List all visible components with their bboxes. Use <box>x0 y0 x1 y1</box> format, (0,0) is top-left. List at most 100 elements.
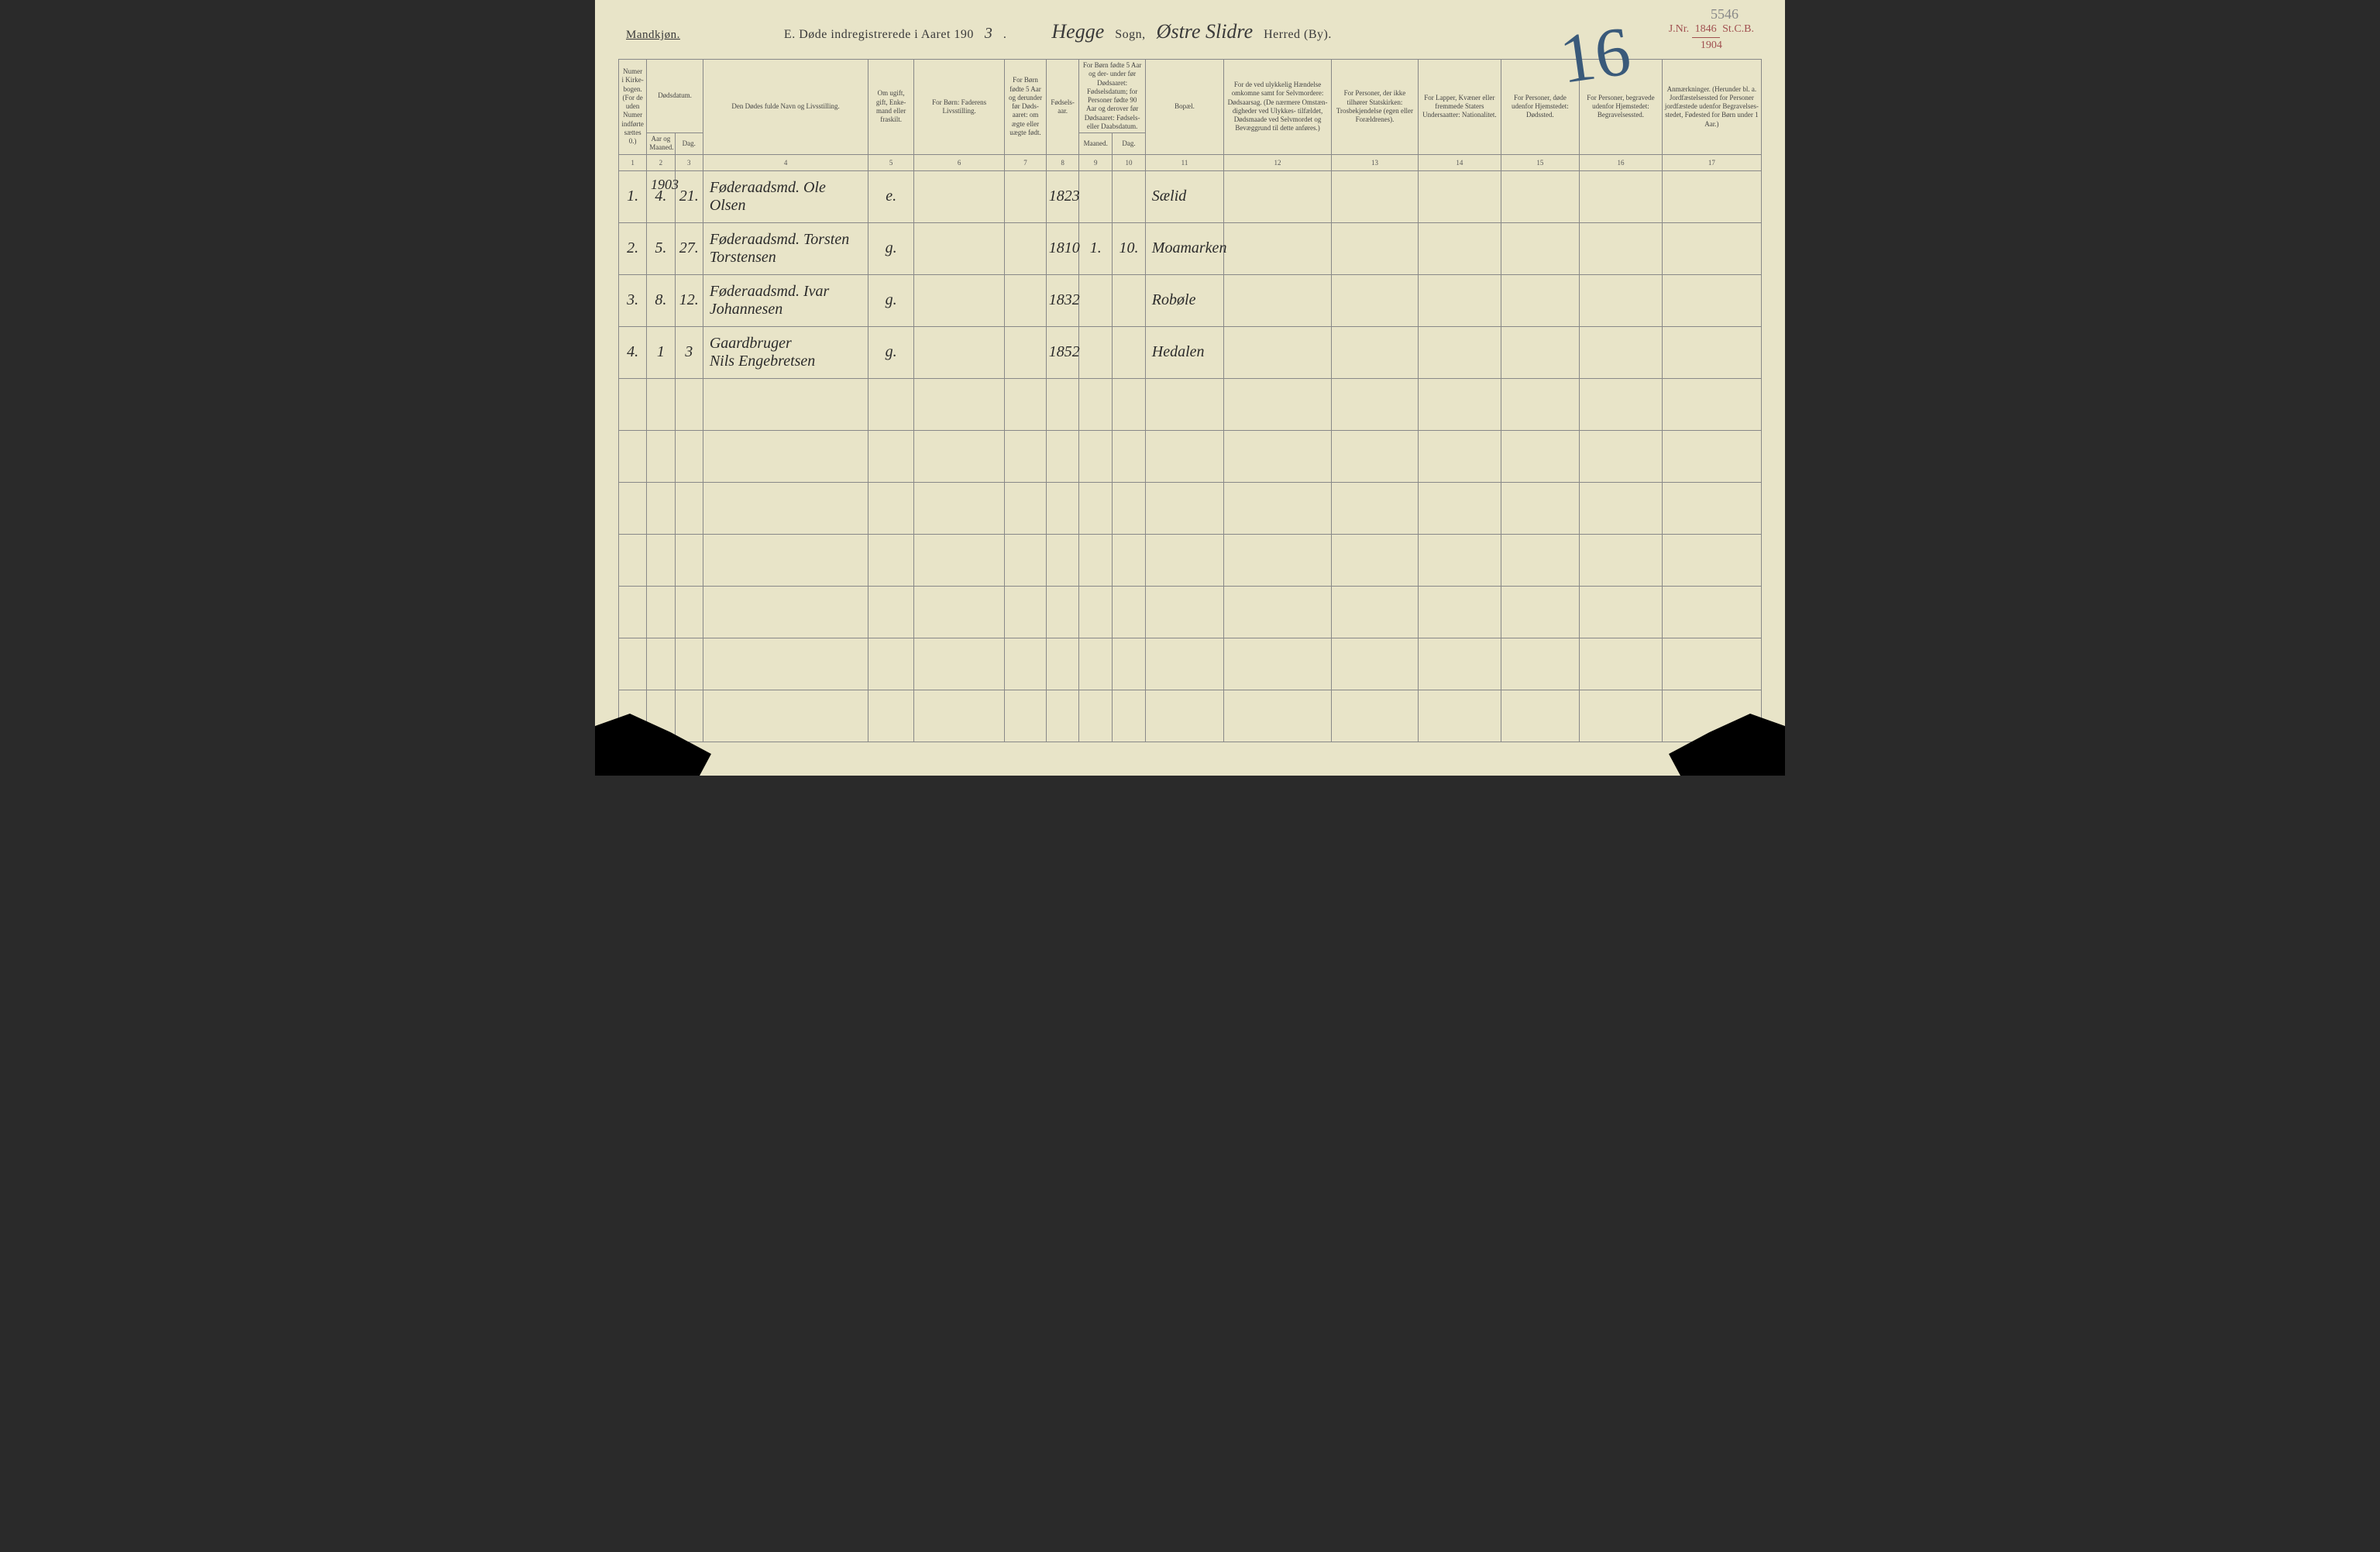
table-cell-empty <box>1331 690 1418 742</box>
title-year-digit: 3 <box>985 25 992 43</box>
column-number: 17 <box>1662 154 1761 170</box>
table-cell-empty <box>1501 586 1579 638</box>
table-cell-empty <box>703 378 868 430</box>
table-cell-empty <box>1662 586 1761 638</box>
column-number: 16 <box>1580 154 1663 170</box>
table-cell: Gaardbruger Nils Engebretsen <box>703 326 868 378</box>
col-header-9-10-top: For Børn fødte 5 Aar og der- under før D… <box>1079 60 1145 133</box>
col-header-12: For de ved ulykkelig Hændelse omkomne sa… <box>1224 60 1332 155</box>
table-cell <box>913 326 1004 378</box>
table-row: 2.5.27.Føderaadsmd. Torsten Torstenseng.… <box>619 222 1762 274</box>
table-cell: Føderaadsmd. Torsten Torstensen <box>703 222 868 274</box>
table-cell-empty <box>1501 534 1579 586</box>
table-row-empty <box>619 378 1762 430</box>
table-cell: 4. <box>619 326 647 378</box>
table-cell-empty <box>868 430 914 482</box>
table-cell-empty <box>1113 638 1146 690</box>
table-cell: 1810 <box>1046 222 1079 274</box>
header-row: Mandkjøn. E. Døde indregistrerede i Aare… <box>626 20 1762 51</box>
table-cell <box>1331 170 1418 222</box>
table-cell-empty <box>1046 430 1079 482</box>
table-cell-empty <box>675 430 703 482</box>
table-cell <box>1005 222 1046 274</box>
table-cell-empty <box>1418 638 1501 690</box>
table-cell-empty <box>1145 638 1223 690</box>
col-header-5: Om ugift, gift, Enke- mand eller fraskil… <box>868 60 914 155</box>
column-number: 8 <box>1046 154 1079 170</box>
table-cell-empty <box>1079 534 1113 586</box>
table-cell-empty <box>1331 534 1418 586</box>
table-row-empty <box>619 638 1762 690</box>
table-cell-empty <box>1331 638 1418 690</box>
table-cell-empty <box>619 534 647 586</box>
col-header-1: Numer i Kirke- bogen. (For de uden Numer… <box>619 60 647 155</box>
stamp-prefix: J.Nr. <box>1669 23 1689 35</box>
column-number: 2 <box>647 154 675 170</box>
table-cell-empty <box>1046 586 1079 638</box>
table-cell-empty <box>1501 378 1579 430</box>
col-header-9: Maaned. <box>1079 133 1113 155</box>
table-cell-empty <box>913 690 1004 742</box>
table-cell: 1823 <box>1046 170 1079 222</box>
table-cell: 21. <box>675 170 703 222</box>
table-cell <box>1418 170 1501 222</box>
table-cell-empty <box>1662 534 1761 586</box>
table-cell: Robøle <box>1145 274 1223 326</box>
stamp-suffix: St.C.B. <box>1722 23 1754 35</box>
table-cell <box>1224 274 1332 326</box>
table-cell-empty <box>647 378 675 430</box>
table-cell-empty <box>1005 534 1046 586</box>
table-cell: Føderaadsmd. Ivar Johannesen <box>703 274 868 326</box>
table-cell-empty <box>1224 534 1332 586</box>
table-cell <box>1005 326 1046 378</box>
table-cell-empty <box>1224 638 1332 690</box>
district-handwritten: Østre Slidre <box>1157 20 1253 43</box>
table-row-empty <box>619 586 1762 638</box>
table-cell-empty <box>1501 482 1579 534</box>
table-cell-empty <box>1418 534 1501 586</box>
table-cell-empty <box>1113 378 1146 430</box>
table-cell-empty <box>1079 430 1113 482</box>
table-cell-empty <box>1005 430 1046 482</box>
table-cell-empty <box>1145 534 1223 586</box>
table-cell-empty <box>1005 378 1046 430</box>
table-row: 3.8.12.Føderaadsmd. Ivar Johanneseng.183… <box>619 274 1762 326</box>
table-cell-empty <box>1046 638 1079 690</box>
table-cell-empty <box>1005 586 1046 638</box>
table-cell <box>1224 170 1332 222</box>
year-annotation: 1903 <box>651 177 679 193</box>
table-cell-empty <box>1662 430 1761 482</box>
table-cell <box>1501 170 1579 222</box>
table-cell <box>1224 222 1332 274</box>
table-cell-empty <box>913 430 1004 482</box>
table-cell-empty <box>1580 534 1663 586</box>
title-printed: E. Døde indregistrerede i Aaret 190 <box>784 28 974 42</box>
table-cell: 1 <box>647 326 675 378</box>
table-cell-empty <box>619 586 647 638</box>
table-cell-empty <box>1145 482 1223 534</box>
table-cell-empty <box>1580 586 1663 638</box>
table-cell-empty <box>703 534 868 586</box>
table-cell: 3 <box>675 326 703 378</box>
table-body: 1.4.21.Føderaadsmd. Ole Olsene.1823Sælid… <box>619 170 1762 742</box>
table-cell <box>1662 170 1761 222</box>
title-period: . <box>1003 28 1007 42</box>
table-row-empty <box>619 482 1762 534</box>
table-cell-empty <box>703 430 868 482</box>
column-number: 4 <box>703 154 868 170</box>
table-cell-empty <box>675 378 703 430</box>
column-number: 6 <box>913 154 1004 170</box>
table-cell-empty <box>1331 482 1418 534</box>
column-number: 10 <box>1113 154 1146 170</box>
table-cell-empty <box>1079 378 1113 430</box>
table-cell: Moamarken <box>1145 222 1223 274</box>
table-cell-empty <box>1046 378 1079 430</box>
table-cell: Føderaadsmd. Ole Olsen <box>703 170 868 222</box>
table-cell <box>1005 274 1046 326</box>
district-label: Herred (By). <box>1264 28 1332 42</box>
table-cell-empty <box>703 690 868 742</box>
table-cell-empty <box>868 534 914 586</box>
gender-label: Mandkjøn. <box>626 29 680 42</box>
table-row-empty <box>619 430 1762 482</box>
table-cell <box>1580 222 1663 274</box>
